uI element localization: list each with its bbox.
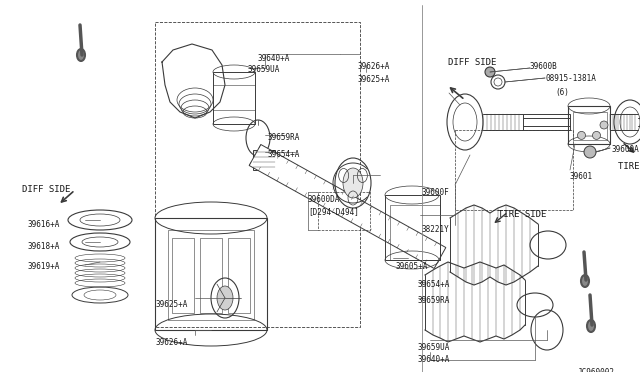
Text: 39640+A: 39640+A [258, 54, 291, 63]
Text: DIFF SIDE: DIFF SIDE [448, 58, 497, 67]
Bar [573, 112, 607, 140]
Text: 38221Y: 38221Y [422, 225, 450, 234]
Bar [155, 218, 267, 330]
Text: 39640+A: 39640+A [418, 355, 451, 364]
Text: 39600F: 39600F [422, 188, 450, 197]
Ellipse shape [587, 320, 595, 332]
Ellipse shape [584, 146, 596, 158]
Bar [228, 238, 250, 313]
Ellipse shape [581, 275, 589, 287]
Ellipse shape [485, 67, 495, 77]
Text: 39659RA: 39659RA [418, 296, 451, 305]
Bar [568, 106, 610, 144]
Text: 39600DA: 39600DA [308, 195, 340, 204]
Text: 39618+A: 39618+A [28, 242, 60, 251]
Bar [168, 230, 254, 320]
Ellipse shape [77, 49, 85, 61]
Text: 39659UA: 39659UA [418, 343, 451, 352]
Polygon shape [249, 144, 446, 269]
Text: 39659RA: 39659RA [268, 133, 300, 142]
Text: TIRE SIDE: TIRE SIDE [618, 162, 640, 171]
Bar [200, 238, 222, 313]
Text: 39600B: 39600B [530, 62, 557, 71]
Bar [523, 114, 570, 130]
Text: TIRE SIDE: TIRE SIDE [498, 210, 547, 219]
Text: 39626+A: 39626+A [155, 338, 188, 347]
Text: [D294-D494]: [D294-D494] [308, 207, 359, 216]
Text: 39654+A: 39654+A [418, 280, 451, 289]
Text: 39626+A: 39626+A [358, 62, 390, 71]
Bar [385, 195, 440, 260]
Bar [390, 205, 440, 260]
Ellipse shape [577, 131, 586, 140]
Text: 39600A: 39600A [612, 145, 640, 154]
Bar [318, 192, 370, 230]
Ellipse shape [343, 168, 363, 198]
Text: (6): (6) [555, 88, 569, 97]
Text: 39625+A: 39625+A [155, 300, 188, 309]
Bar [253, 150, 275, 170]
Bar [172, 238, 194, 313]
Text: 39601: 39601 [570, 172, 593, 181]
Bar [455, 130, 573, 210]
Text: 39605+A: 39605+A [395, 262, 428, 271]
Text: 08915-1381A: 08915-1381A [545, 74, 596, 83]
Text: 39619+A: 39619+A [28, 262, 60, 271]
Text: 39616+A: 39616+A [28, 220, 60, 229]
Text: 39654+A: 39654+A [268, 150, 300, 159]
Ellipse shape [217, 286, 233, 310]
Text: JC960002: JC960002 [578, 368, 615, 372]
Bar [213, 72, 255, 124]
Text: 39625+A: 39625+A [358, 75, 390, 84]
Text: 39659UA: 39659UA [248, 65, 280, 74]
Bar [155, 22, 360, 327]
Ellipse shape [593, 131, 600, 140]
Ellipse shape [600, 121, 608, 129]
Text: DIFF SIDE: DIFF SIDE [22, 185, 70, 194]
